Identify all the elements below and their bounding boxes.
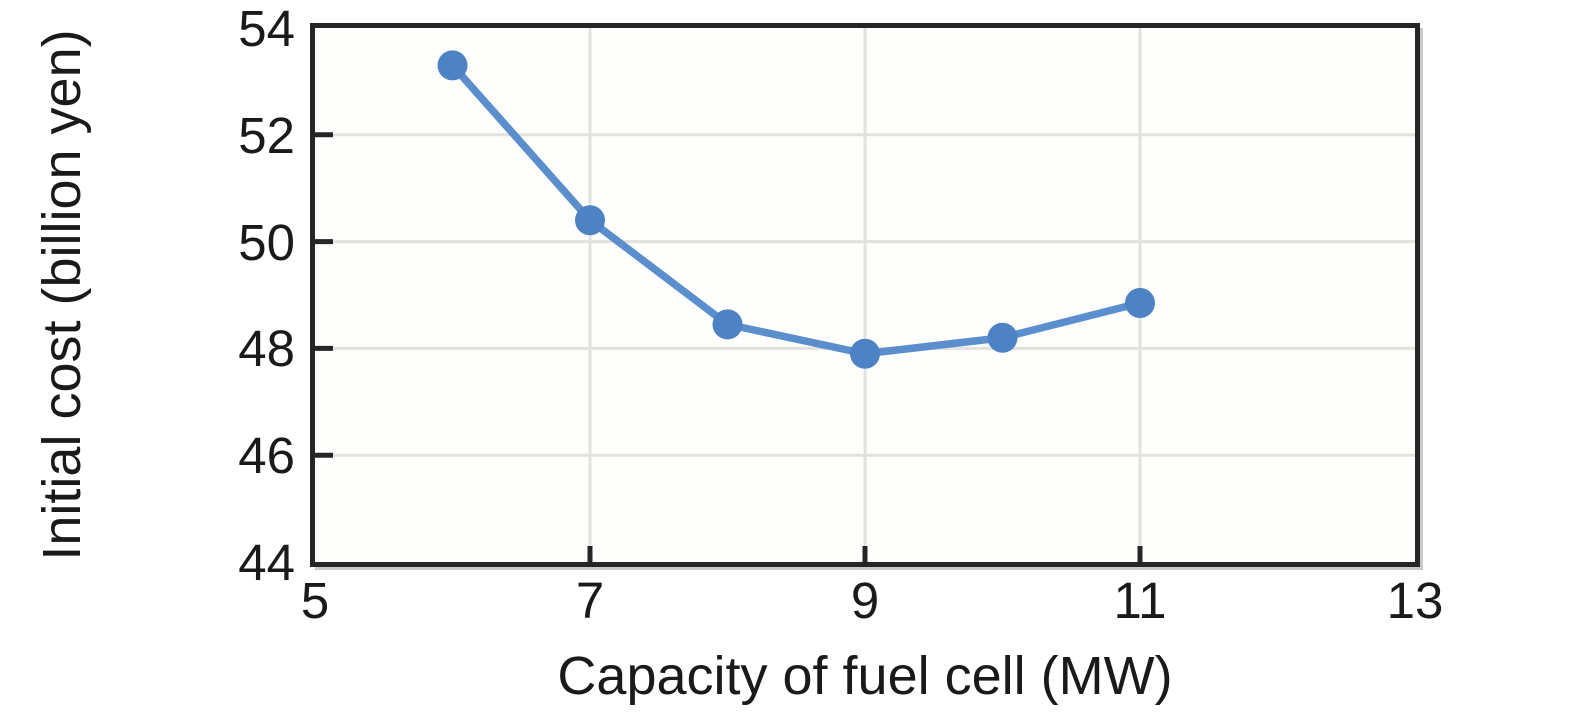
data-point-marker <box>987 322 1018 353</box>
y-axis-tick-labels: 54 52 50 48 46 44 <box>150 3 295 588</box>
y-tick-label: 54 <box>238 0 295 57</box>
data-point-marker <box>575 205 605 236</box>
y-axis-title: Initial cost (billion yen) <box>32 29 92 561</box>
data-point-marker <box>712 309 743 340</box>
data-line <box>448 61 1144 358</box>
x-tick-label: 13 <box>1386 572 1444 629</box>
x-tick-label: 11 <box>1113 572 1167 629</box>
x-tick-label: 9 <box>850 572 880 629</box>
y-tick-label: 52 <box>238 106 295 164</box>
data-point-marker <box>1125 288 1155 319</box>
data-point-marker <box>437 50 468 81</box>
plot-area <box>310 23 1420 567</box>
y-tick-label: 46 <box>238 427 295 485</box>
y-tick-label: 44 <box>238 534 295 591</box>
x-tick-label: 7 <box>575 572 605 629</box>
line-chart-svg <box>315 28 1415 562</box>
y-tick-label: 48 <box>238 320 295 378</box>
y-tick-label: 50 <box>238 213 295 271</box>
data-point-marker <box>850 338 880 369</box>
x-axis-title: Capacity of fuel cell (MW) <box>557 646 1173 706</box>
x-tick-label: 5 <box>300 572 330 629</box>
x-axis-tick-labels: 5 7 9 11 13 <box>301 572 1444 635</box>
